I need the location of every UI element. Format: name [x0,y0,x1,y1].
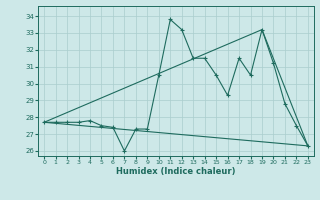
X-axis label: Humidex (Indice chaleur): Humidex (Indice chaleur) [116,167,236,176]
